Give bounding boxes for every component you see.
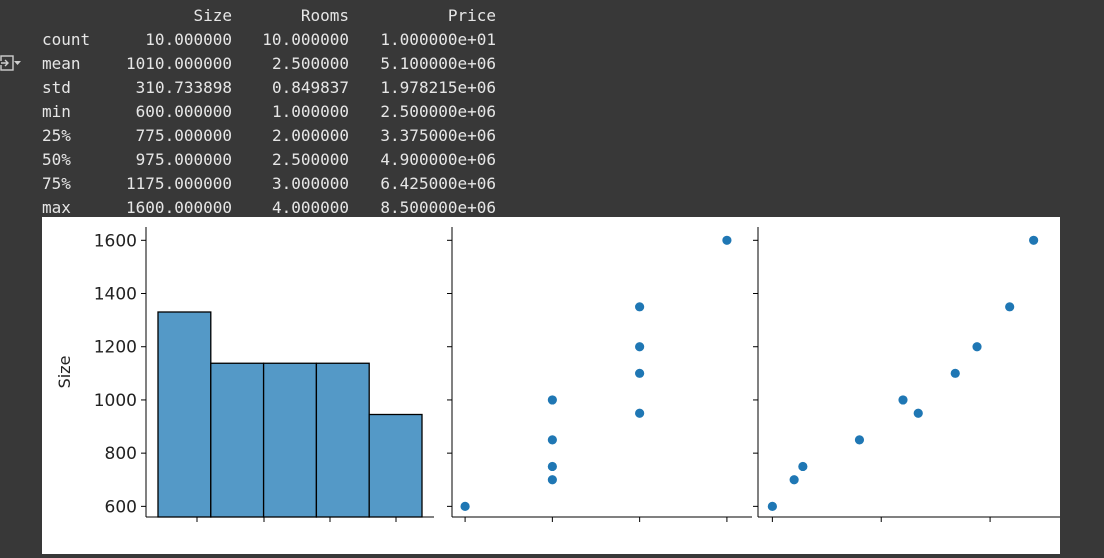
histogram-bar <box>315 362 370 518</box>
table-cell: 310.733898 <box>135 78 232 97</box>
scatter-point <box>546 461 558 472</box>
y-tick-label: 1600 <box>94 231 137 251</box>
table-row-label: mean <box>42 54 81 73</box>
table-row-q25: 25% 775.000000 2.000000 3.375000e+06 <box>42 124 496 148</box>
scatter-point <box>854 434 865 446</box>
table-cell: 4.000000 <box>271 198 349 217</box>
table-row-label: 50% <box>42 150 71 169</box>
table-header-index <box>42 4 102 28</box>
table-row-label: std <box>42 78 71 97</box>
panel-size-histogram <box>146 311 434 522</box>
table-header-rooms: Rooms <box>300 6 349 25</box>
histogram-bar <box>368 413 423 518</box>
table-cell: 2.500000 <box>271 54 349 73</box>
scatter-point <box>912 407 924 419</box>
scatter-point <box>1004 301 1016 313</box>
y-tick-label: 600 <box>105 497 137 517</box>
scatter-point <box>788 474 800 486</box>
table-row-q75: 75% 1175.000000 3.000000 6.425000e+06 <box>42 172 496 196</box>
describe-output-table: Size Rooms Price count 10.000000 10.000000… <box>42 4 496 220</box>
table-row-min: min 600.000000 1.000000 2.500000e+06 <box>42 100 496 124</box>
table-cell: 975.000000 <box>135 150 232 169</box>
table-row-std: std 310.733898 0.849837 1.978215e+06 <box>42 76 496 100</box>
scatter-point <box>546 394 558 406</box>
pairplot-figure: 600 800 1000 1200 1400 1600 Size <box>42 217 1060 554</box>
histogram-bar <box>210 362 265 518</box>
table-header-row: Size Rooms Price <box>42 4 496 28</box>
table-cell: 1175.000000 <box>126 174 232 193</box>
table-cell: 775.000000 <box>135 126 232 145</box>
table-cell: 1.000000 <box>271 102 349 121</box>
table-cell: 10.000000 <box>145 30 232 49</box>
scatter-point <box>1028 234 1040 246</box>
y-axis-size: 600 800 1000 1200 1400 1600 Size <box>55 227 147 517</box>
table-cell: 6.425000e+06 <box>380 174 496 193</box>
table-row-label: count <box>42 30 91 49</box>
scatter-point <box>797 461 809 472</box>
table-row-label: min <box>42 102 71 121</box>
histogram-bar <box>262 362 318 518</box>
y-tick-label: 1000 <box>94 391 137 411</box>
panel-size-vs-rooms <box>447 227 752 522</box>
table-cell: 5.100000e+06 <box>380 54 496 73</box>
scatter-point <box>546 474 558 486</box>
scatter-point <box>971 341 983 353</box>
pairplot-svg: 600 800 1000 1200 1400 1600 Size <box>55 227 1060 522</box>
scatter-point <box>546 434 558 446</box>
table-row-label: 25% <box>42 126 71 145</box>
table-row-mean: mean 1010.000000 2.500000 5.100000e+06 <box>42 52 496 76</box>
table-cell: 1600.000000 <box>126 198 232 217</box>
scatter-point <box>634 367 646 379</box>
table-row-count: count 10.000000 10.000000 1.000000e+01 <box>42 28 496 52</box>
scatter-point <box>897 394 909 406</box>
table-cell: 2.500000e+06 <box>380 102 496 121</box>
panel-size-vs-price <box>753 227 1060 522</box>
table-cell: 10.000000 <box>262 30 349 49</box>
table-cell: 3.375000e+06 <box>380 126 496 145</box>
table-cell: 8.500000e+06 <box>380 198 496 217</box>
table-row-q50: 50% 975.000000 2.500000 4.900000e+06 <box>42 148 496 172</box>
table-cell: 1010.000000 <box>126 54 232 73</box>
scatter-point <box>949 367 961 379</box>
table-cell: 0.849837 <box>271 78 349 97</box>
table-cell: 600.000000 <box>135 102 232 121</box>
scatter-point <box>634 407 646 419</box>
table-row-max: max 1600.000000 4.000000 8.500000e+06 <box>42 196 496 220</box>
y-tick-label: 800 <box>105 444 137 464</box>
output-collapse-icon[interactable] <box>0 52 22 74</box>
y-tick-label: 1200 <box>94 338 137 358</box>
table-cell: 2.500000 <box>271 150 349 169</box>
table-cell: 1.000000e+01 <box>380 30 496 49</box>
y-tick-label: 1400 <box>94 285 137 305</box>
table-row-label: max <box>42 198 71 217</box>
scatter-point <box>766 500 778 512</box>
scatter-point <box>459 500 471 512</box>
scatter-point <box>634 341 646 353</box>
table-header-size: Size <box>193 6 232 25</box>
histogram-bar <box>157 311 212 518</box>
scatter-point <box>634 301 646 313</box>
table-header-price: Price <box>447 6 496 25</box>
table-cell: 4.900000e+06 <box>380 150 496 169</box>
table-cell: 2.000000 <box>271 126 349 145</box>
table-cell: 1.978215e+06 <box>380 78 496 97</box>
table-cell: 3.000000 <box>271 174 349 193</box>
table-row-label: 75% <box>42 174 71 193</box>
scatter-point <box>721 234 733 246</box>
y-axis-label: Size <box>55 356 74 389</box>
